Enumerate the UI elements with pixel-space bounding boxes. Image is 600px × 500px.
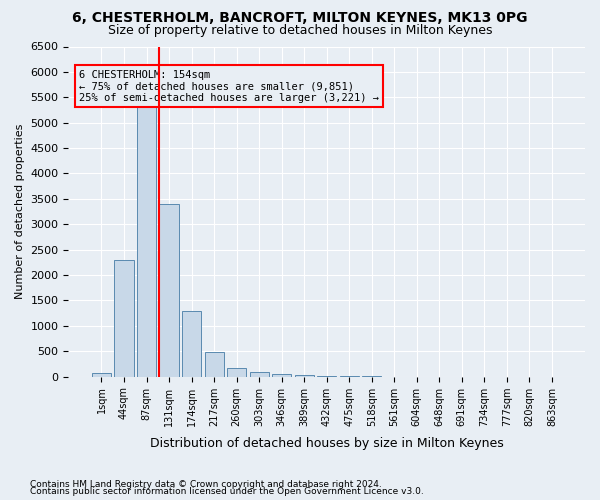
Bar (160, 204, 179, 376)
Text: 6 CHESTERHOLM: 154sqm
← 75% of detached houses are smaller (9,851)
25% of semi-d: 6 CHESTERHOLM: 154sqm ← 75% of detached … (79, 70, 379, 103)
Bar (227, 368, 246, 376)
Bar (272, 374, 291, 376)
Text: Contains HM Land Registry data © Crown copyright and database right 2024.: Contains HM Land Registry data © Crown c… (30, 480, 382, 489)
Bar (205, 352, 224, 376)
Text: 6, CHESTERHOLM, BANCROFT, MILTON KEYNES, MK13 0PG: 6, CHESTERHOLM, BANCROFT, MILTON KEYNES,… (72, 11, 528, 25)
Bar (137, 100, 156, 376)
Text: Size of property relative to detached houses in Milton Keynes: Size of property relative to detached ho… (108, 24, 492, 37)
Bar (92, 373, 111, 376)
Text: Contains public sector information licensed under the Open Government Licence v3: Contains public sector information licen… (30, 487, 424, 496)
X-axis label: Distribution of detached houses by size in Milton Keynes: Distribution of detached houses by size … (150, 437, 503, 450)
Bar (250, 372, 269, 376)
Bar (295, 374, 314, 376)
Bar (115, 260, 134, 376)
Y-axis label: Number of detached properties: Number of detached properties (15, 124, 25, 300)
Bar (182, 310, 201, 376)
